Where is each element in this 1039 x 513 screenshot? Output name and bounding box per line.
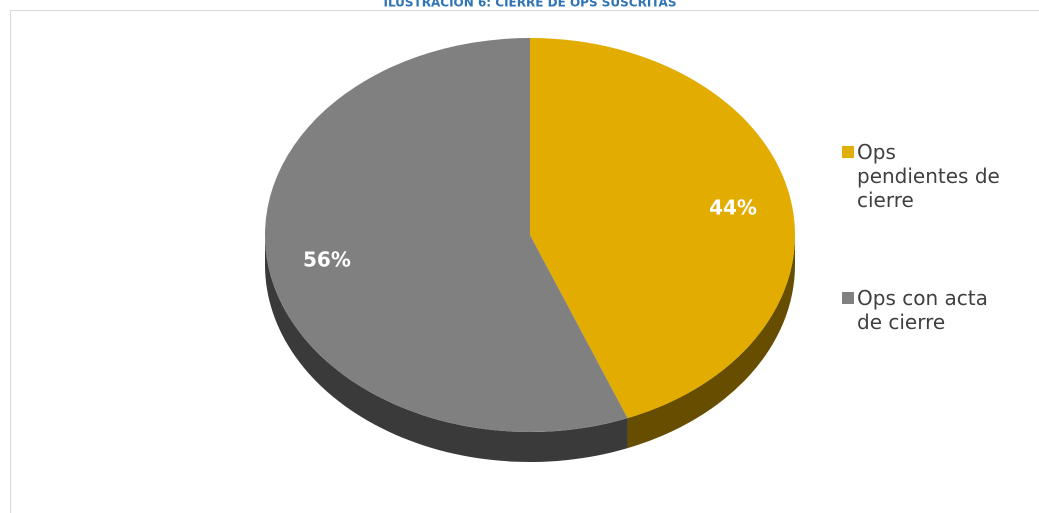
legend-item: Ops pendientes de cierre [842,140,1002,212]
pie-side [265,235,628,462]
legend-label: Ops pendientes de cierre [857,140,1000,212]
legend-label: Ops con acta de cierre [857,286,988,334]
pie-side [627,235,795,449]
legend-swatch [842,292,854,304]
data-label: 56% [303,247,351,271]
chart-title: ILUSTRACIÓN 6: CIERRE DE OPS SUSCRITAS [383,0,676,10]
pie-slice [530,38,795,419]
pie-slice [264,38,628,432]
legend-swatch [842,146,854,158]
legend-item: Ops con acta de cierre [842,286,1002,334]
data-label: 44% [709,196,757,220]
chart-frame [10,10,1039,513]
